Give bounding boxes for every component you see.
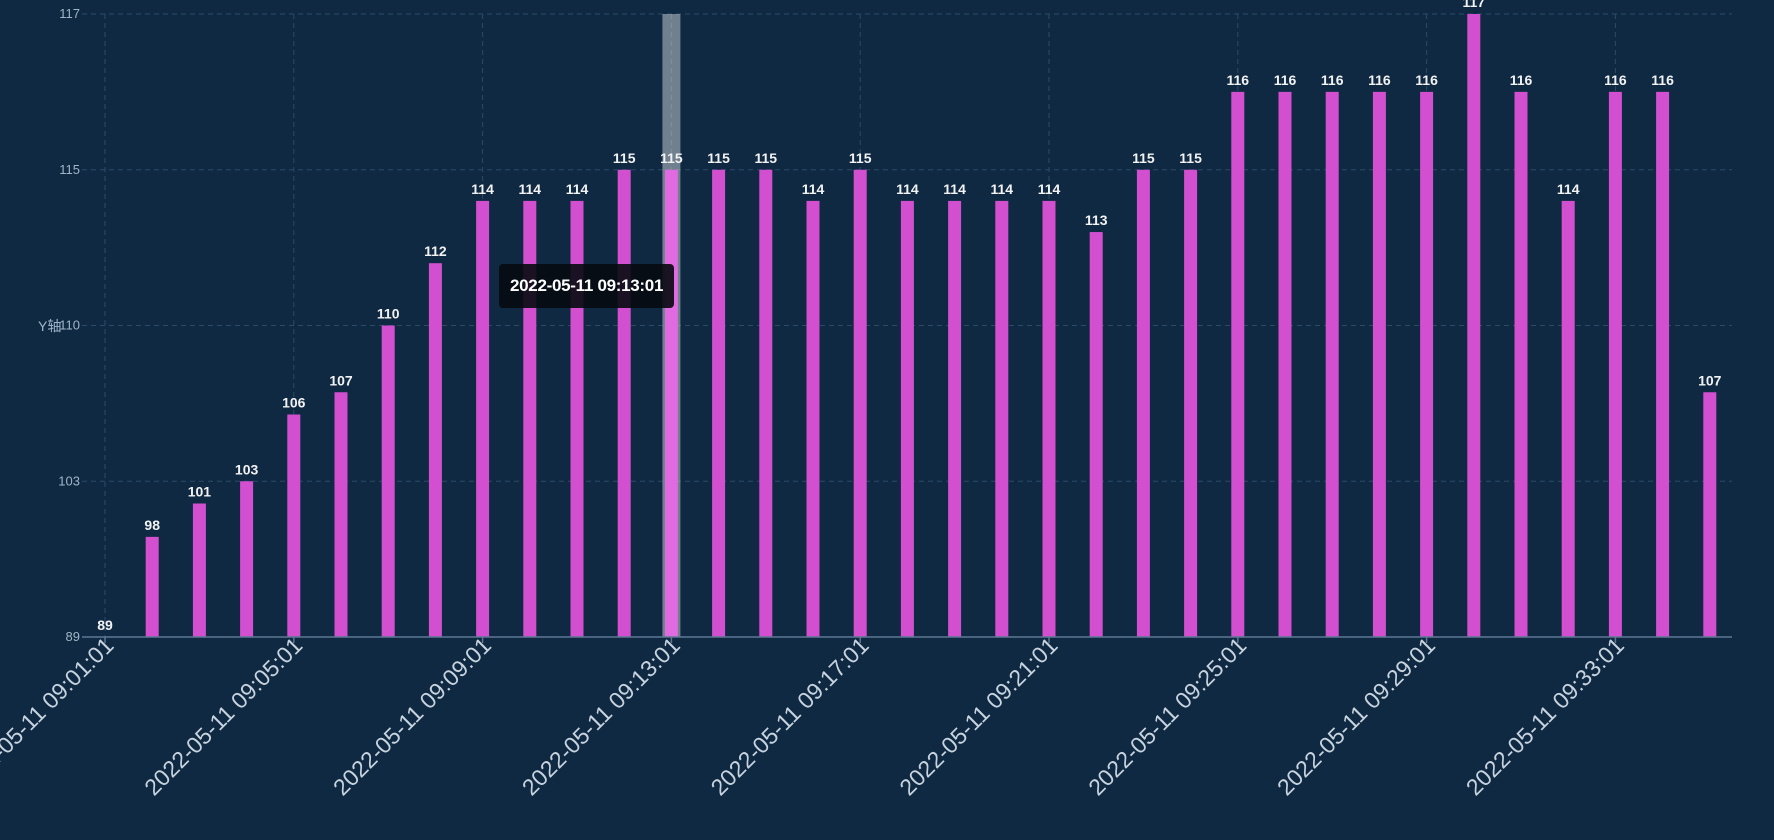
bar (1278, 91, 1292, 637)
y-tick-label: 110 (59, 318, 80, 333)
bar (287, 414, 301, 637)
data-label: 116 (1415, 72, 1438, 88)
bar (759, 169, 773, 637)
x-tick-label: 2022-05-11 09:05:01 (139, 632, 307, 800)
x-tick-label: 2022-05-11 09:21:01 (894, 632, 1062, 800)
data-label: 114 (519, 181, 542, 197)
data-label: 112 (424, 243, 447, 259)
data-label: 115 (849, 150, 872, 166)
bar (334, 392, 348, 637)
data-label: 115 (755, 150, 778, 166)
data-label: 106 (282, 395, 306, 411)
data-label: 117 (1463, 0, 1486, 10)
bar (1561, 200, 1575, 637)
bar (900, 200, 914, 637)
y-tick-label: 117 (59, 6, 80, 21)
bar (1372, 91, 1386, 637)
bar (1656, 91, 1670, 637)
bar (1514, 91, 1528, 637)
x-tick-label: 2022-05-11 09:17:01 (706, 632, 874, 800)
bar (1231, 91, 1245, 637)
data-label: 115 (613, 150, 636, 166)
bar (570, 200, 584, 637)
data-label: 110 (377, 306, 400, 322)
bar (1325, 91, 1339, 637)
data-label: 115 (707, 150, 730, 166)
y-axis-title: Y轴 (38, 318, 61, 334)
data-label: 116 (1510, 72, 1533, 88)
x-tick-label: 2022-05-11 09:09:01 (328, 632, 496, 800)
x-tick-label: 2022-05-11 09:13:01 (517, 632, 685, 800)
y-tick-label: 103 (58, 473, 80, 488)
y-tick-label: 115 (59, 162, 80, 177)
data-label: 103 (235, 461, 259, 477)
bar (806, 200, 820, 637)
data-label: 116 (1368, 72, 1391, 88)
data-label: 115 (660, 150, 683, 166)
data-label: 114 (896, 181, 919, 197)
data-label: 116 (1227, 72, 1250, 88)
data-label: 116 (1274, 72, 1297, 88)
data-label: 115 (1132, 150, 1155, 166)
bar (1184, 169, 1198, 637)
bar (145, 536, 159, 637)
data-label-layer: 89 98 101 103 106 107 110 112 114 114 114 115 115 115… (97, 0, 1721, 633)
x-tick-label: 2022-05-11 09:33:01 (1461, 632, 1629, 800)
tooltip: 2022-05-11 09:13:01 (499, 264, 675, 308)
data-label: 107 (329, 372, 353, 388)
data-label: 113 (1085, 212, 1108, 228)
data-label: 116 (1321, 72, 1344, 88)
bar (617, 169, 631, 637)
bar (664, 169, 678, 637)
bar (192, 503, 206, 637)
x-tick-label: 2022-05-11 09:29:01 (1272, 632, 1440, 800)
bar (523, 200, 537, 637)
data-label: 116 (1604, 72, 1627, 88)
data-label: 116 (1651, 72, 1674, 88)
bar (948, 200, 962, 637)
x-tick-label: 2022-05-11 09:25:01 (1083, 632, 1251, 800)
x-tick-label: 2022-05-11 09:01:01 (0, 632, 119, 800)
data-label: 98 (144, 517, 160, 533)
bar (428, 263, 442, 637)
data-label: 107 (1698, 372, 1722, 388)
y-tick-label: 89 (66, 629, 80, 644)
bar (1420, 91, 1434, 637)
data-label: 114 (991, 181, 1014, 197)
bar (995, 200, 1009, 637)
bar (1608, 91, 1622, 637)
data-label: 114 (1038, 181, 1061, 197)
bar (712, 169, 726, 637)
bar (476, 200, 490, 637)
bar (1703, 392, 1717, 637)
data-label: 114 (943, 181, 966, 197)
data-label: 114 (471, 181, 494, 197)
bar-layer (145, 14, 1717, 638)
data-label: 114 (802, 181, 825, 197)
bar (1467, 14, 1481, 637)
data-label: 89 (97, 617, 113, 633)
bar (381, 325, 395, 637)
data-label: 101 (188, 484, 212, 500)
bar (240, 481, 254, 637)
bar (1089, 232, 1103, 638)
bar (853, 169, 867, 637)
data-label: 115 (1179, 150, 1202, 166)
bar (1042, 200, 1056, 637)
data-label: 114 (566, 181, 589, 197)
bar (1136, 169, 1150, 637)
data-label: 114 (1557, 181, 1580, 197)
